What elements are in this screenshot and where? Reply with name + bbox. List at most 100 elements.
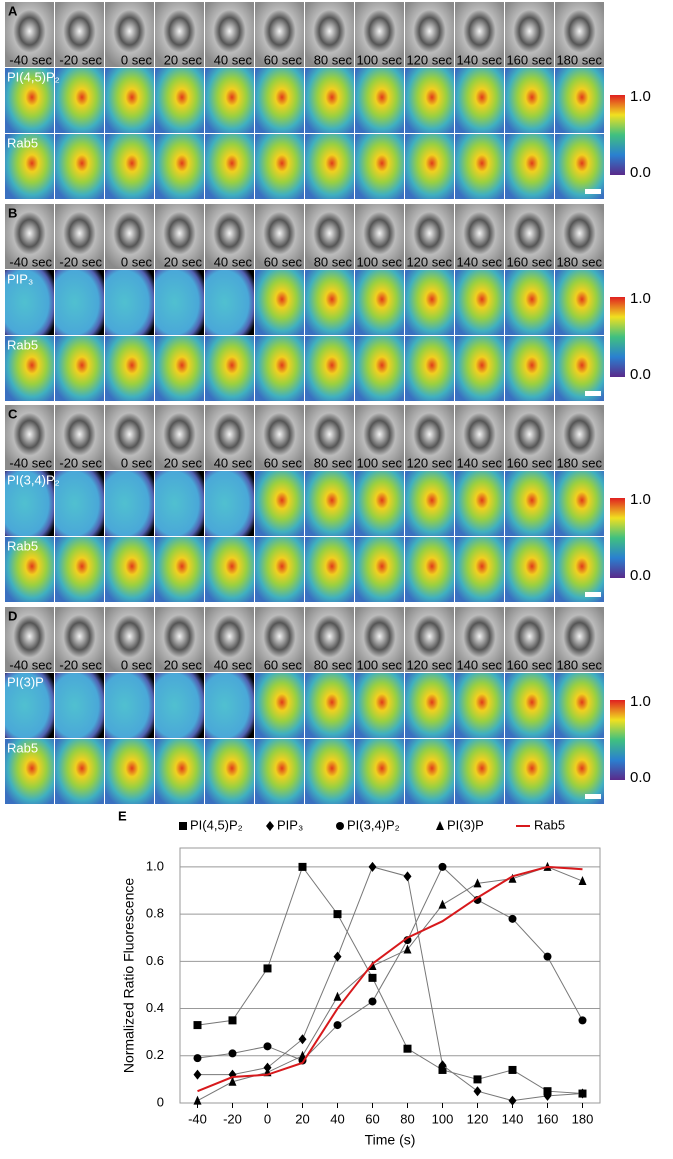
marker [193,1095,202,1105]
image-tile [555,336,604,401]
image-tile [455,68,504,133]
series-line [197,866,583,1062]
legend-label: PI(3,4)P₂ [347,817,400,832]
x-tick-label: 140 [502,1111,524,1126]
marker [508,914,517,923]
marker [368,997,377,1006]
image-tile [405,739,454,804]
time-label: 120 sec [406,657,452,672]
image-tile [55,204,104,269]
image-tile [255,607,304,672]
image-tile [55,471,104,536]
y-tick-label: 0.6 [146,953,164,968]
image-tile [355,471,404,536]
time-label: 120 sec [406,52,452,67]
time-label: 60 sec [264,657,303,672]
image-tile [5,405,54,470]
x-tick-label: 60 [365,1111,379,1126]
image-tile [305,405,354,470]
y-tick-label: 0.2 [146,1047,164,1062]
time-label: -20 sec [59,254,102,269]
image-tile [305,471,354,536]
panel-letter: C [8,406,18,421]
image-tile [505,68,554,133]
x-tick-label: 20 [295,1111,309,1126]
y-axis-label: Normalized Ratio Fluorescence [121,878,137,1074]
image-tile [355,739,404,804]
image-tile [455,739,504,804]
scale-bar [585,794,601,799]
image-tile [405,134,454,199]
image-tile [405,2,454,67]
marker [508,873,517,883]
row-label: Rab5 [7,135,38,150]
image-tile [305,68,354,133]
image-tile [405,537,454,602]
time-label: 40 sec [214,52,253,67]
row-label: PI(3,4)P₂ [7,472,60,487]
marker [368,861,377,872]
image-tile [155,739,204,804]
image-tile [455,673,504,738]
time-label: 180 sec [556,657,602,672]
time-label: -40 sec [9,52,52,67]
time-label: -40 sec [9,657,52,672]
image-tile [205,405,254,470]
marker [436,821,444,830]
marker [228,1016,237,1025]
legend-label: PI(3)P [447,817,484,832]
image-tile [55,537,104,602]
image-tile [405,607,454,672]
image-tile [505,739,554,804]
marker [193,1069,202,1080]
image-tile [455,2,504,67]
image-tile [105,607,154,672]
time-label: 0 sec [121,657,153,672]
time-label: 60 sec [264,52,303,67]
legend-label: PI(4,5)P₂ [190,817,243,832]
image-tile [55,739,104,804]
image-tile [405,471,454,536]
time-label: 40 sec [214,254,253,269]
colorbar-max: 1.0 [630,290,651,307]
x-axis-label: Time (s) [365,1132,416,1148]
time-label: -20 sec [59,52,102,67]
time-label: 140 sec [456,657,502,672]
time-label: 140 sec [456,254,502,269]
colorbar [610,498,625,578]
image-tile [55,270,104,335]
image-tile [555,68,604,133]
image-tile [455,204,504,269]
time-label: 140 sec [456,455,502,470]
image-tile [255,204,304,269]
image-tile [5,134,54,199]
image-tile [455,336,504,401]
marker [473,1086,482,1097]
image-tile [305,673,354,738]
image-tile [205,134,254,199]
time-label: 0 sec [121,455,153,470]
marker [193,1021,202,1030]
image-tile [55,673,104,738]
image-tile [155,673,204,738]
image-tile [505,204,554,269]
image-tile [155,405,204,470]
marker [473,1075,482,1084]
marker [298,862,307,871]
image-tile [205,607,254,672]
marker [438,1060,447,1071]
image-tile [305,270,354,335]
marker [578,1088,587,1099]
image-tile [305,204,354,269]
time-label: 180 sec [556,455,602,470]
marker [543,952,552,961]
image-tile [555,2,604,67]
image-tile [455,405,504,470]
marker [193,1054,202,1063]
image-tile [55,336,104,401]
legend-label: PIP₃ [277,817,303,832]
image-tile [55,68,104,133]
image-tile [505,2,554,67]
time-label: 160 sec [506,455,552,470]
row-label: PIP₃ [7,271,33,286]
